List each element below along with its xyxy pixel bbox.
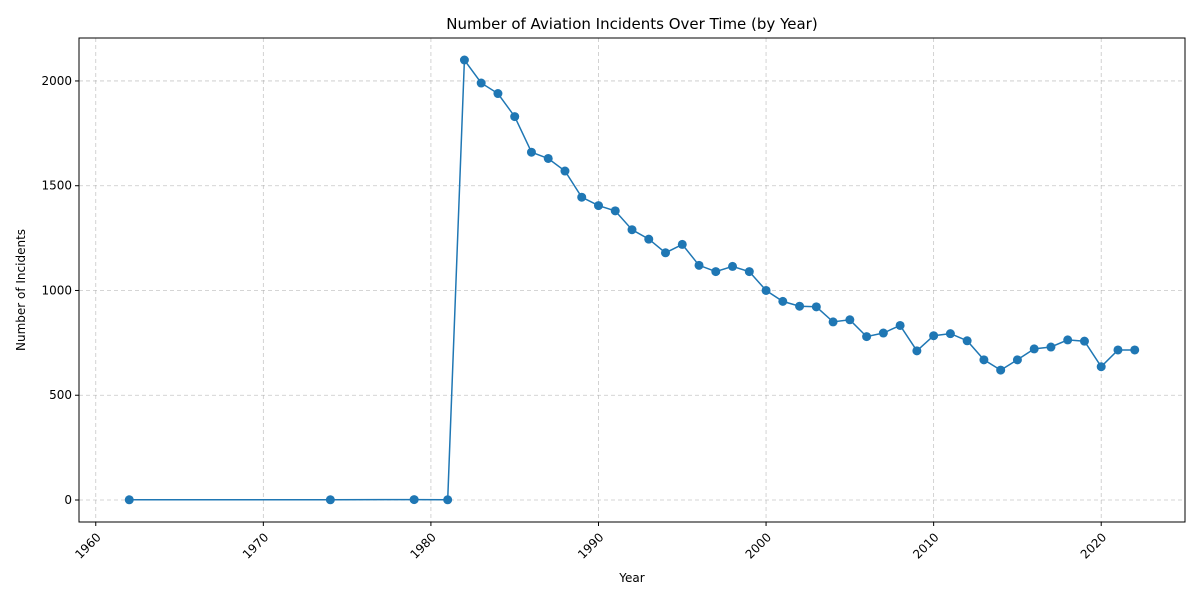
y-tick-label: 1000 (41, 283, 72, 297)
data-point (593, 201, 603, 211)
y-tick-label: 1500 (41, 179, 72, 193)
data-points (124, 55, 1140, 505)
data-point (610, 206, 620, 216)
data-point (1079, 336, 1089, 346)
data-point (979, 355, 989, 365)
data-point (996, 365, 1006, 375)
data-point (627, 225, 637, 235)
data-point (476, 78, 486, 88)
data-point (1130, 345, 1140, 355)
data-point (744, 267, 754, 277)
data-point (409, 495, 419, 505)
data-point (1012, 355, 1022, 365)
y-tick-label: 0 (64, 493, 72, 507)
data-point (443, 495, 453, 505)
data-point (325, 495, 335, 505)
data-point (493, 89, 503, 99)
data-point (778, 296, 788, 306)
data-point (761, 285, 771, 295)
data-point (543, 153, 553, 163)
data-point (912, 346, 922, 356)
data-point (929, 331, 939, 341)
y-axis-label: Number of Incidents (14, 229, 28, 351)
data-point (661, 248, 671, 258)
data-point (1113, 345, 1123, 355)
data-point (577, 192, 587, 202)
data-point (728, 261, 738, 271)
chart-title: Number of Aviation Incidents Over Time (… (446, 15, 817, 33)
y-axis-ticks: 0 500 1000 1500 2000 (41, 74, 79, 507)
data-point (694, 260, 704, 270)
y-tick-label: 500 (49, 388, 72, 402)
y-tick-label: 2000 (41, 74, 72, 88)
data-point (1046, 342, 1056, 352)
data-point (459, 55, 469, 65)
data-point (945, 329, 955, 339)
data-point (811, 302, 821, 312)
data-point (862, 332, 872, 342)
data-point (1063, 335, 1073, 345)
plot-frame (78, 37, 1186, 523)
data-point (878, 328, 888, 338)
grid (79, 38, 1185, 522)
data-point (711, 267, 721, 277)
data-point (828, 317, 838, 327)
data-point (560, 166, 570, 176)
data-point (644, 234, 654, 244)
data-point (677, 239, 687, 249)
data-point (962, 336, 972, 346)
data-point (124, 495, 134, 505)
data-point (895, 320, 905, 330)
data-point (795, 301, 805, 311)
data-point (1029, 344, 1039, 354)
data-point (1096, 362, 1106, 372)
data-point (845, 315, 855, 325)
x-axis-label: Year (618, 571, 644, 585)
data-point (510, 112, 520, 122)
data-point (526, 147, 536, 157)
